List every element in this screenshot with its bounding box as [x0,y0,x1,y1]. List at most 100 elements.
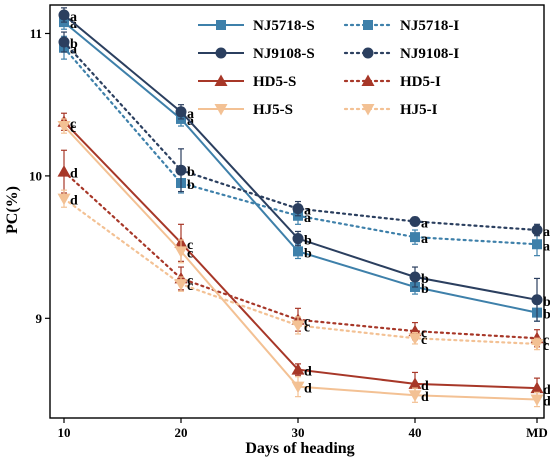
data-point [409,271,421,283]
significance-label: d [421,390,429,405]
data-point [57,165,71,177]
data-point [291,381,305,394]
y-axis-title: PC(%) [4,186,21,234]
series-line [63,125,538,401]
data-point [291,363,305,375]
data-point [408,390,422,402]
legend: NJ5718-S NJ9108-S HD5-S HJ5-S NJ5718-I NJ9108… [198,18,459,118]
y-tick-label: 9 [36,311,43,326]
data-point [292,233,304,245]
significance-label: b [187,178,195,193]
data-point [57,121,71,133]
plot-border [49,4,545,419]
significance-label: c [70,117,76,132]
significance-label: c [187,273,193,288]
legend-marker [215,47,227,59]
legend-label: NJ9108-S [253,46,315,62]
data-point [292,203,304,215]
significance-label: a [543,225,550,240]
significance-label: c [70,121,76,136]
significance-label: d [304,365,312,380]
legend-marker [363,20,373,30]
data-point [530,394,544,406]
plot-area [49,4,545,419]
significance-label: a [421,216,428,231]
data-point [291,320,305,332]
legend-marker [362,47,374,59]
x-tick-label: 40 [409,425,422,440]
data-point [174,279,188,291]
significance-label: b [304,246,312,261]
x-tick-label: MD [526,425,548,440]
significance-label: a [70,10,77,25]
significance-label: c [187,238,193,253]
legend-item-HJ5-S: HJ5-S [198,102,293,118]
x-tick-label: 10 [58,425,71,440]
data-point [175,164,187,176]
legend-label: HD5-S [253,74,296,90]
legend-marker [216,20,226,30]
significance-label: b [543,308,550,323]
significance-label: b [187,165,195,180]
data-point [58,36,70,48]
legend-item-HD5-I: HD5-I [343,74,441,90]
data-point [531,294,543,306]
x-tick-label: 20 [175,425,188,440]
significance-label: d [421,379,429,394]
significance-label: a [187,107,194,122]
significance-label: d [70,167,78,182]
data-point [408,333,422,345]
series-NJ9108-I: bb a a a [58,31,550,240]
legend-item-NJ5718-I: NJ5718-I [343,18,459,34]
legend-marker [361,104,375,116]
significance-label: d [543,383,550,398]
legend-label: HD5-I [400,74,441,90]
significance-label: c [543,333,549,348]
legend-item-NJ9108-S: NJ9108-S [198,46,315,62]
axes-layer: 9 10 11 10 20 30 40 MD [29,26,548,440]
legend-item-HJ5-I: HJ5-I [343,102,438,118]
significance-label: c [421,333,427,348]
y-tick-label: 10 [29,168,42,183]
legend-marker [361,74,375,86]
x-axis-title: Days of heading [245,440,354,457]
significance-label: c [187,279,193,294]
legend-marker [214,74,228,86]
significance-label: c [304,315,310,330]
data-point [175,106,187,118]
significance-label: d [70,194,78,209]
legend-item-NJ5718-S: NJ5718-S [198,18,315,34]
legend-label: NJ5718-S [253,18,315,34]
legend-item-NJ9108-I: NJ9108-I [343,46,459,62]
significance-label: a [70,17,77,32]
significance-label: b [543,295,550,310]
significance-label: c [421,326,427,341]
significance-label: c [187,246,193,261]
significance-label: a [421,232,428,247]
y-tick-label: 11 [30,26,42,41]
significance-label: a [543,239,550,254]
legend-label: NJ9108-I [400,46,459,62]
legend-label: HJ5-I [400,102,438,118]
data-point [409,215,421,227]
legend-item-HD5-S: HD5-S [198,74,296,90]
significance-label: b [421,282,429,297]
significance-label: b [304,234,312,249]
data-point [174,246,188,258]
legend-marker [214,104,228,116]
significance-label: b [421,272,429,287]
significance-label: c [543,339,549,354]
data-point [531,224,543,236]
data-point [408,377,422,389]
data-point [532,239,542,250]
significance-label: a [70,43,77,58]
legend-label: NJ5718-I [400,18,459,34]
series-line [63,21,538,314]
data-point [530,381,544,394]
